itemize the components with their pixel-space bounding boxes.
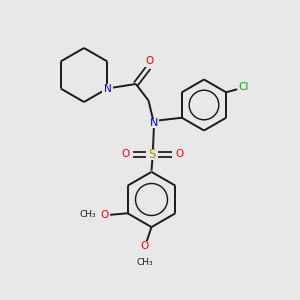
Text: S: S [149,148,156,161]
FancyBboxPatch shape [146,149,158,160]
FancyBboxPatch shape [99,210,110,219]
Text: Cl: Cl [238,82,248,92]
Text: N: N [150,118,158,128]
Text: CH₃: CH₃ [136,258,153,267]
Text: CH₃: CH₃ [79,210,96,219]
FancyBboxPatch shape [145,58,155,67]
FancyBboxPatch shape [173,149,185,160]
Text: O: O [121,149,130,160]
Text: N: N [103,83,111,94]
Text: O: O [175,149,184,160]
Text: O: O [141,241,149,251]
Text: O: O [100,210,109,220]
FancyBboxPatch shape [140,241,150,250]
Text: O: O [146,56,154,66]
FancyBboxPatch shape [119,149,131,160]
FancyBboxPatch shape [102,84,113,93]
FancyBboxPatch shape [148,118,159,127]
